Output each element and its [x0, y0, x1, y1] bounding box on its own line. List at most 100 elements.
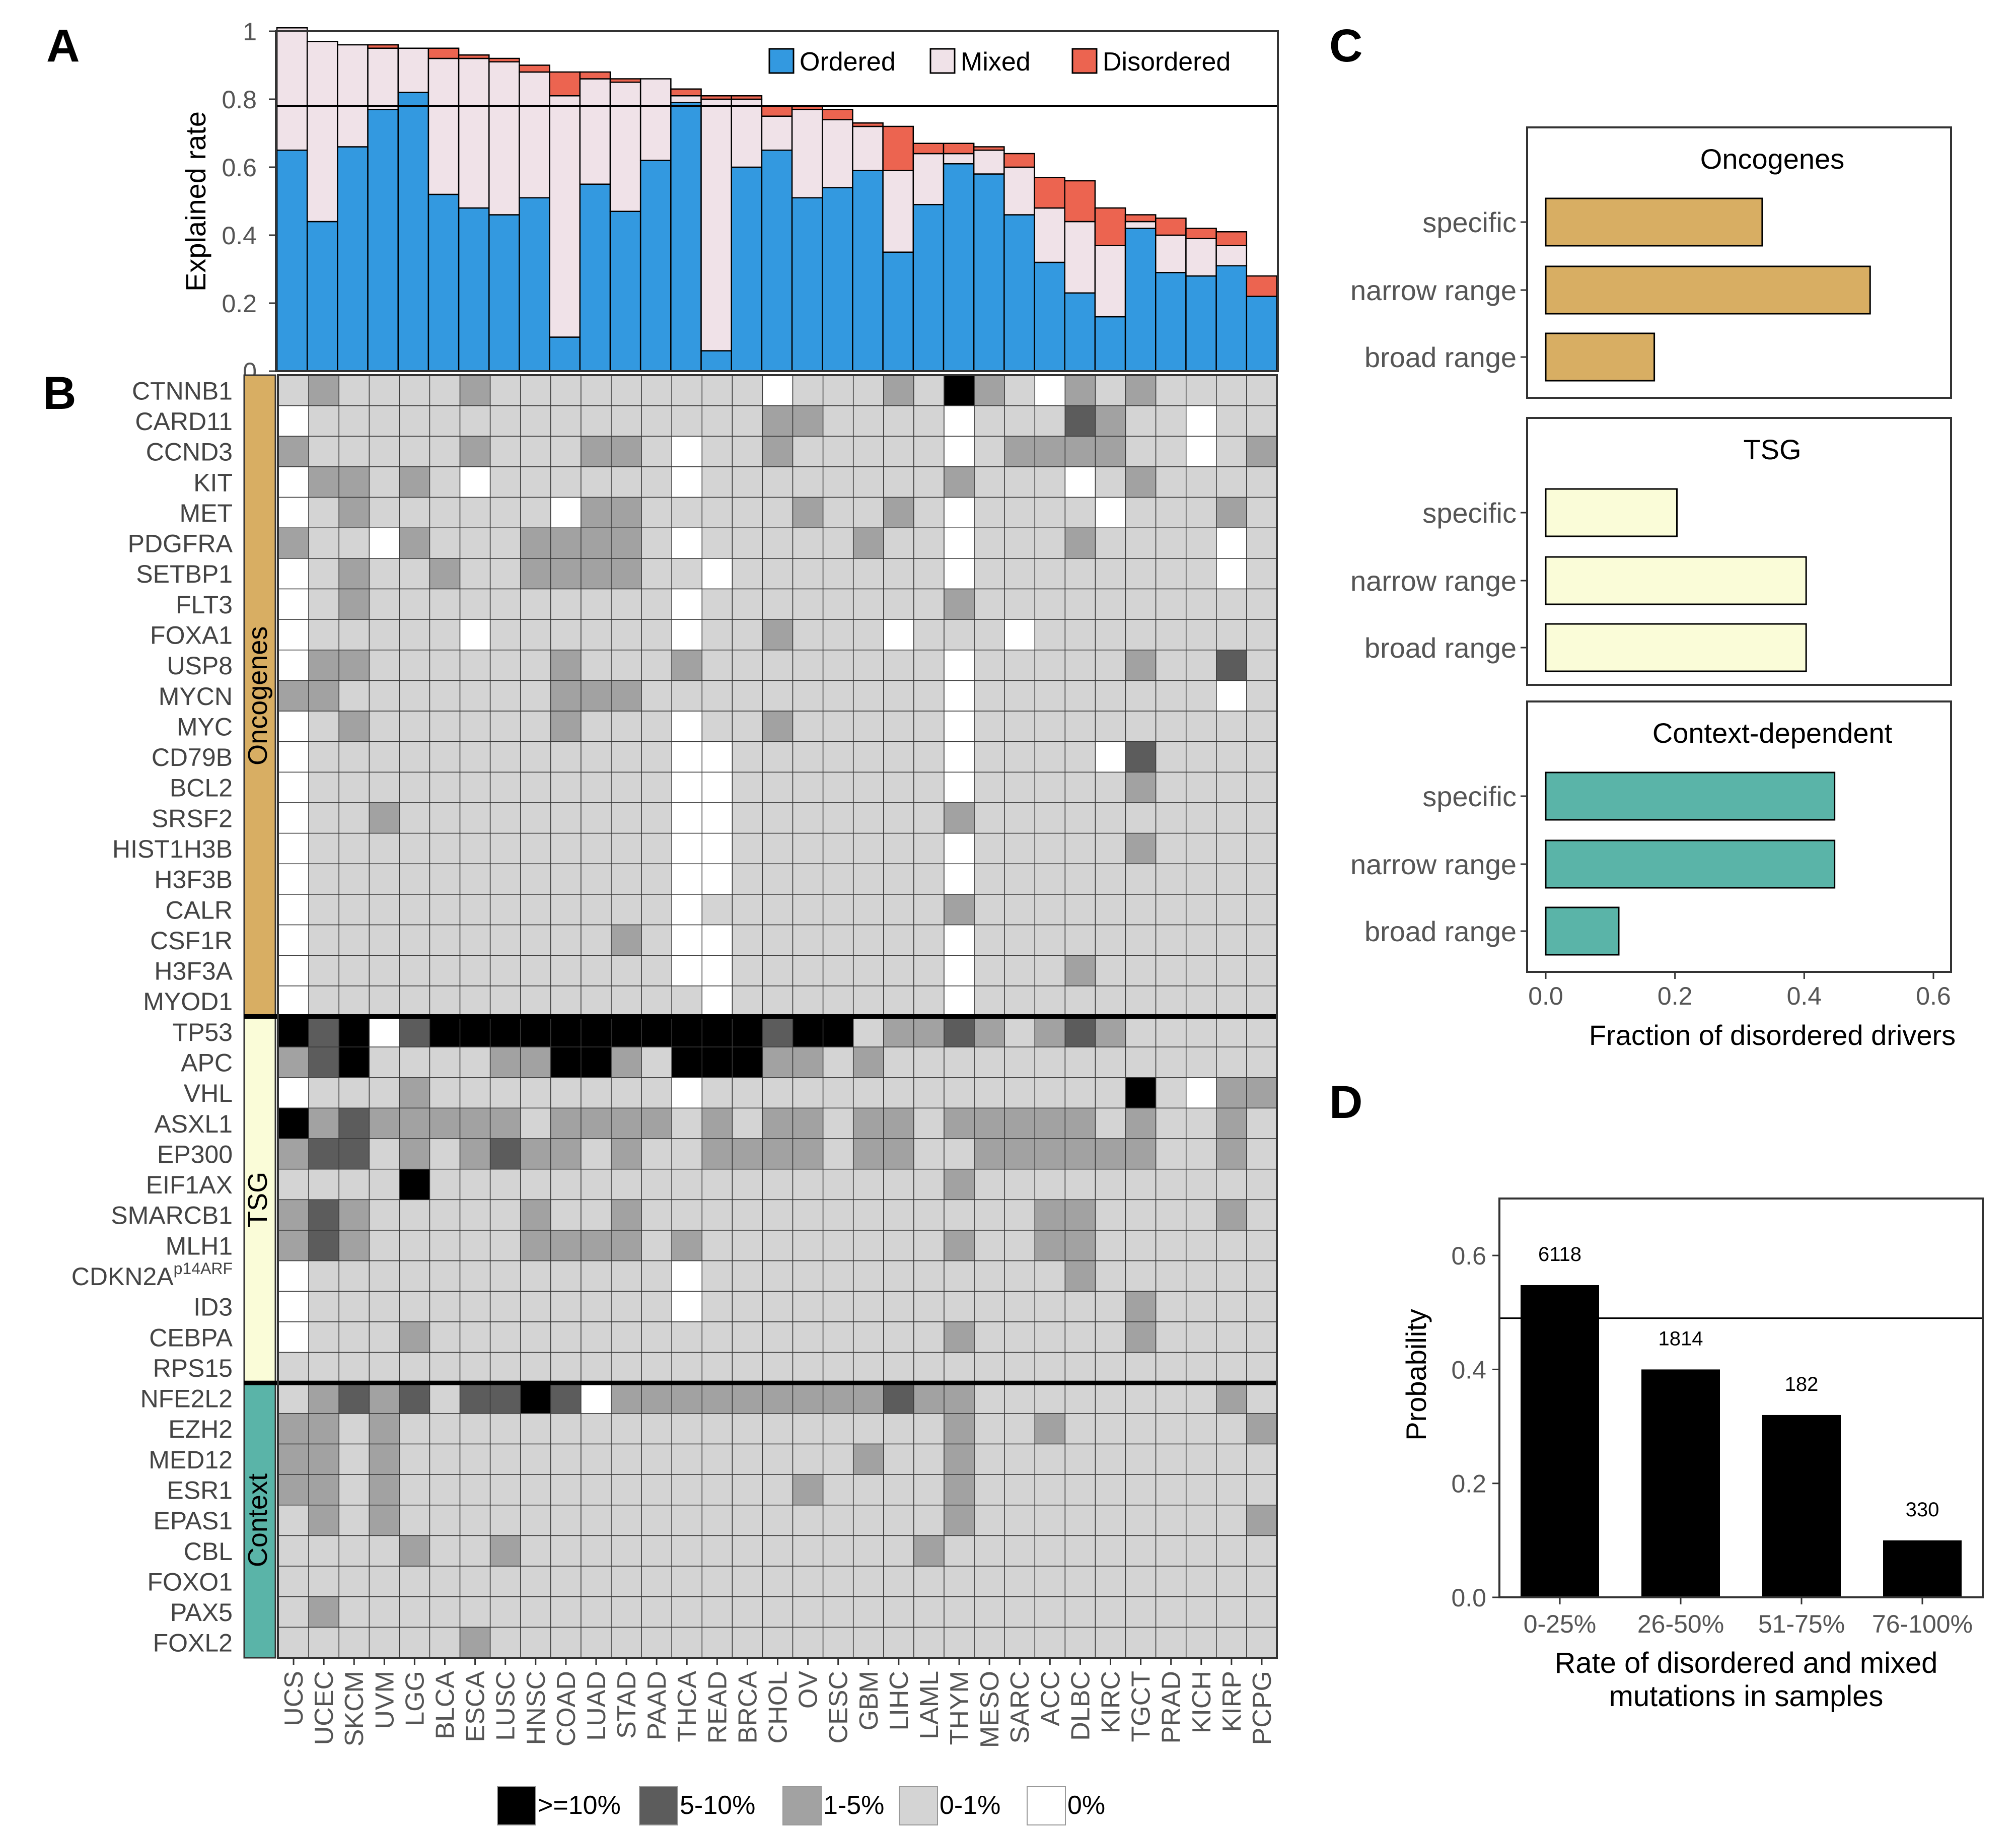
- heatmap-cell: [1185, 802, 1217, 834]
- heatmap-cell: [369, 1505, 400, 1536]
- heatmap-cell: [581, 1535, 612, 1567]
- heatmap-cell: [1246, 894, 1277, 926]
- heatmap-cell: [1095, 741, 1126, 773]
- heatmap-cell: [852, 985, 884, 1017]
- heatmap-cell: [701, 771, 733, 803]
- heatmap-cell: [399, 650, 430, 681]
- bar-segment-disordered: [488, 57, 520, 62]
- heatmap-cell: [671, 1077, 703, 1109]
- heatmap-cell: [944, 711, 975, 742]
- heatmap-cell: [1064, 558, 1096, 590]
- heatmap-cell: [1004, 375, 1036, 406]
- cancer-type-label: UVM: [370, 1671, 399, 1729]
- heatmap-cell: [1064, 1321, 1096, 1353]
- bar-segment-mixed: [609, 82, 641, 212]
- heatmap-cell: [732, 1413, 763, 1445]
- heatmap-cell: [1004, 1077, 1036, 1109]
- heatmap-cell: [852, 466, 884, 498]
- heatmap-cell: [459, 832, 491, 865]
- heatmap-cell: [520, 405, 551, 437]
- heatmap-cell: [399, 1535, 430, 1567]
- heatmap-cell: [974, 1199, 1005, 1231]
- heatmap-cell: [641, 466, 672, 498]
- heatmap-cell: [550, 375, 582, 406]
- heatmap-cell: [399, 1077, 430, 1109]
- heatmap-cell: [974, 1474, 1005, 1506]
- heatmap-cell: [792, 1077, 824, 1109]
- heatmap-cell: [369, 375, 400, 406]
- heatmap-cell: [1125, 711, 1157, 742]
- heatmap-cell: [762, 1260, 794, 1292]
- heatmap-cell: [822, 558, 854, 590]
- heatmap-cell: [1155, 955, 1187, 987]
- heatmap-cell: [1034, 894, 1066, 926]
- gene-label: FOXL2: [153, 1629, 233, 1657]
- heatmap-cell: [732, 1596, 763, 1628]
- heatmap-cell: [1125, 985, 1157, 1017]
- heatmap-cell: [1155, 650, 1187, 681]
- heatmap-cell: [459, 497, 491, 528]
- bar-segment-mixed: [1185, 238, 1217, 277]
- legend-swatch-ordered: [768, 48, 795, 74]
- heatmap-cell: [732, 1199, 763, 1231]
- heatmap-cell: [883, 1596, 914, 1628]
- heatmap-cell: [944, 894, 975, 926]
- heatmap-cell: [459, 1199, 491, 1231]
- bar-segment-mixed: [882, 170, 914, 253]
- heatmap-cell: [581, 436, 612, 467]
- heatmap-cell: [1095, 1627, 1126, 1658]
- heatmap-cell: [1185, 1168, 1217, 1201]
- heatmap-cell: [278, 1596, 309, 1628]
- heatmap-cell: [762, 741, 794, 773]
- heatmap-cell: [1125, 1138, 1157, 1170]
- heatmap-cell: [1246, 588, 1277, 620]
- heatmap-cell: [762, 619, 794, 651]
- heatmap-cell: [278, 1260, 309, 1292]
- heatmap-cell: [883, 1566, 914, 1597]
- heatmap-cell: [944, 375, 975, 406]
- heatmap-cell: [1004, 1107, 1036, 1139]
- heatmap-cell: [1246, 1077, 1277, 1109]
- heatmap-cell: [520, 955, 551, 987]
- legend-swatch: [639, 1786, 678, 1825]
- heatmap-cell: [1125, 1596, 1157, 1628]
- heatmap-cell: [308, 894, 339, 926]
- heatmap-cell: [1004, 650, 1036, 681]
- heatmap-cell: [1095, 1046, 1126, 1078]
- heatmap-cell: [1185, 650, 1217, 681]
- heatmap-cell: [792, 1382, 824, 1414]
- heatmap-cell: [1155, 711, 1187, 742]
- heatmap-cell: [1095, 955, 1126, 987]
- heatmap-cell: [278, 375, 309, 406]
- heatmap-cell: [429, 1505, 461, 1536]
- panel-label-d: D: [1329, 1077, 1362, 1128]
- heatmap-cell: [1125, 436, 1157, 467]
- heatmap-cell: [974, 924, 1005, 956]
- bar-narrow-range: [1545, 839, 1836, 889]
- heatmap-cell: [913, 405, 945, 437]
- heatmap-cell: [701, 894, 733, 926]
- heatmap-cell: [1004, 955, 1036, 987]
- heatmap-cell: [459, 1230, 491, 1261]
- heatmap-cell: [641, 1596, 672, 1628]
- panel-a-y-tick-label: 0.6: [222, 154, 257, 182]
- heatmap-cell: [429, 1291, 461, 1322]
- heatmap-cell: [278, 832, 309, 865]
- bar-segment-disordered: [1246, 275, 1278, 297]
- heatmap-cell: [732, 1138, 763, 1170]
- heatmap-cell: [641, 1230, 672, 1261]
- heatmap-cell: [944, 985, 975, 1017]
- heatmap-cell: [974, 588, 1005, 620]
- heatmap-cell: [1246, 1474, 1277, 1506]
- heatmap-cell: [520, 1566, 551, 1597]
- heatmap-cell: [1185, 527, 1217, 559]
- heatmap-cell: [459, 1291, 491, 1322]
- heatmap-cell: [369, 680, 400, 712]
- gene-label: SRSF2: [152, 804, 233, 832]
- bar-segment-ordered: [549, 336, 581, 372]
- heatmap-cell: [1034, 405, 1066, 437]
- heatmap-cell: [913, 1535, 945, 1567]
- heatmap-cell: [1246, 680, 1277, 712]
- heatmap-cell: [1004, 1046, 1036, 1078]
- panel-d-x-tick-label: 76-100%: [1872, 1610, 1973, 1638]
